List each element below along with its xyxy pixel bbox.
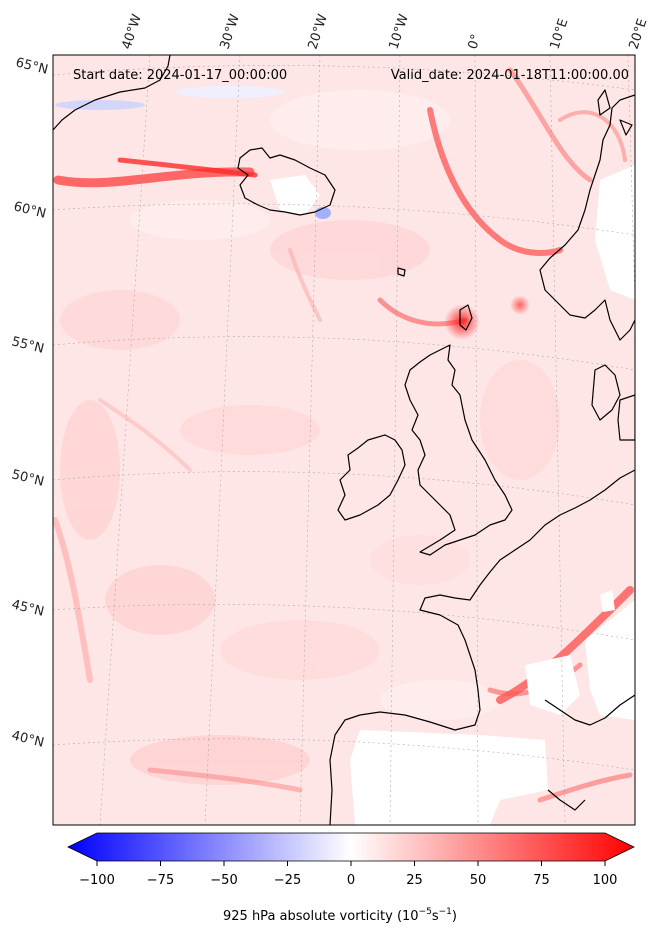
colorbar-tick-label: −75 bbox=[147, 873, 174, 888]
longitude-label: 20°E bbox=[627, 17, 651, 51]
colorbar: −100 −75 −50 −25 0 25 50 75 100 925 hPa absolute… bbox=[67, 832, 635, 924]
colorbar-bar bbox=[67, 832, 635, 862]
latitude-label: 45°N bbox=[10, 597, 45, 619]
longitude-label: 10°E bbox=[548, 17, 572, 51]
latitude-label: 55°N bbox=[10, 334, 45, 356]
map-frame bbox=[52, 54, 636, 826]
longitude-label: 0° bbox=[466, 33, 485, 52]
latitude-labels: 65°N 60°N 55°N 50°N 45°N 40°N bbox=[10, 55, 49, 750]
latitude-label: 40°N bbox=[10, 728, 45, 750]
vorticity-hotspot bbox=[510, 295, 530, 315]
colorbar-ticks: −100 −75 −50 −25 0 25 50 75 100 bbox=[79, 861, 617, 888]
colorbar-label: 925 hPa absolute vorticity (10−5s−1) bbox=[223, 907, 457, 924]
latitude-label: 60°N bbox=[12, 199, 47, 221]
longitude-label: 10°W bbox=[387, 12, 412, 51]
colorbar-tick-label: 75 bbox=[533, 873, 550, 888]
vorticity-field-texture bbox=[60, 90, 560, 785]
longitude-label: 20°W bbox=[306, 12, 331, 51]
colorbar-tick-label: −50 bbox=[210, 873, 237, 888]
colorbar-tick-label: −25 bbox=[274, 873, 301, 888]
longitude-label: 30°W bbox=[218, 12, 243, 51]
colorbar-tick-label: 50 bbox=[470, 873, 487, 888]
longitude-labels: 40°W 30°W 20°W 10°W 0° 10°E 20°E bbox=[120, 12, 651, 51]
negative-vorticity-patches bbox=[55, 86, 331, 219]
map-panel bbox=[53, 55, 635, 825]
colorbar-tick-label: 0 bbox=[347, 873, 355, 888]
latitude-label: 65°N bbox=[14, 55, 49, 77]
start-date-label: Start date: 2024-01-17_00:00:00 bbox=[73, 68, 287, 83]
coastlines bbox=[53, 55, 635, 825]
colorbar-tick-label: 100 bbox=[593, 873, 618, 888]
longitude-label: 40°W bbox=[120, 12, 145, 51]
colorbar-tick-label: −100 bbox=[79, 873, 115, 888]
latitude-label: 50°N bbox=[10, 467, 45, 489]
masked-land-areas bbox=[270, 165, 635, 825]
colorbar-tick-label: 25 bbox=[406, 873, 423, 888]
valid-date-label: Valid_date: 2024-01-18T11:00:00.00 bbox=[391, 68, 629, 83]
